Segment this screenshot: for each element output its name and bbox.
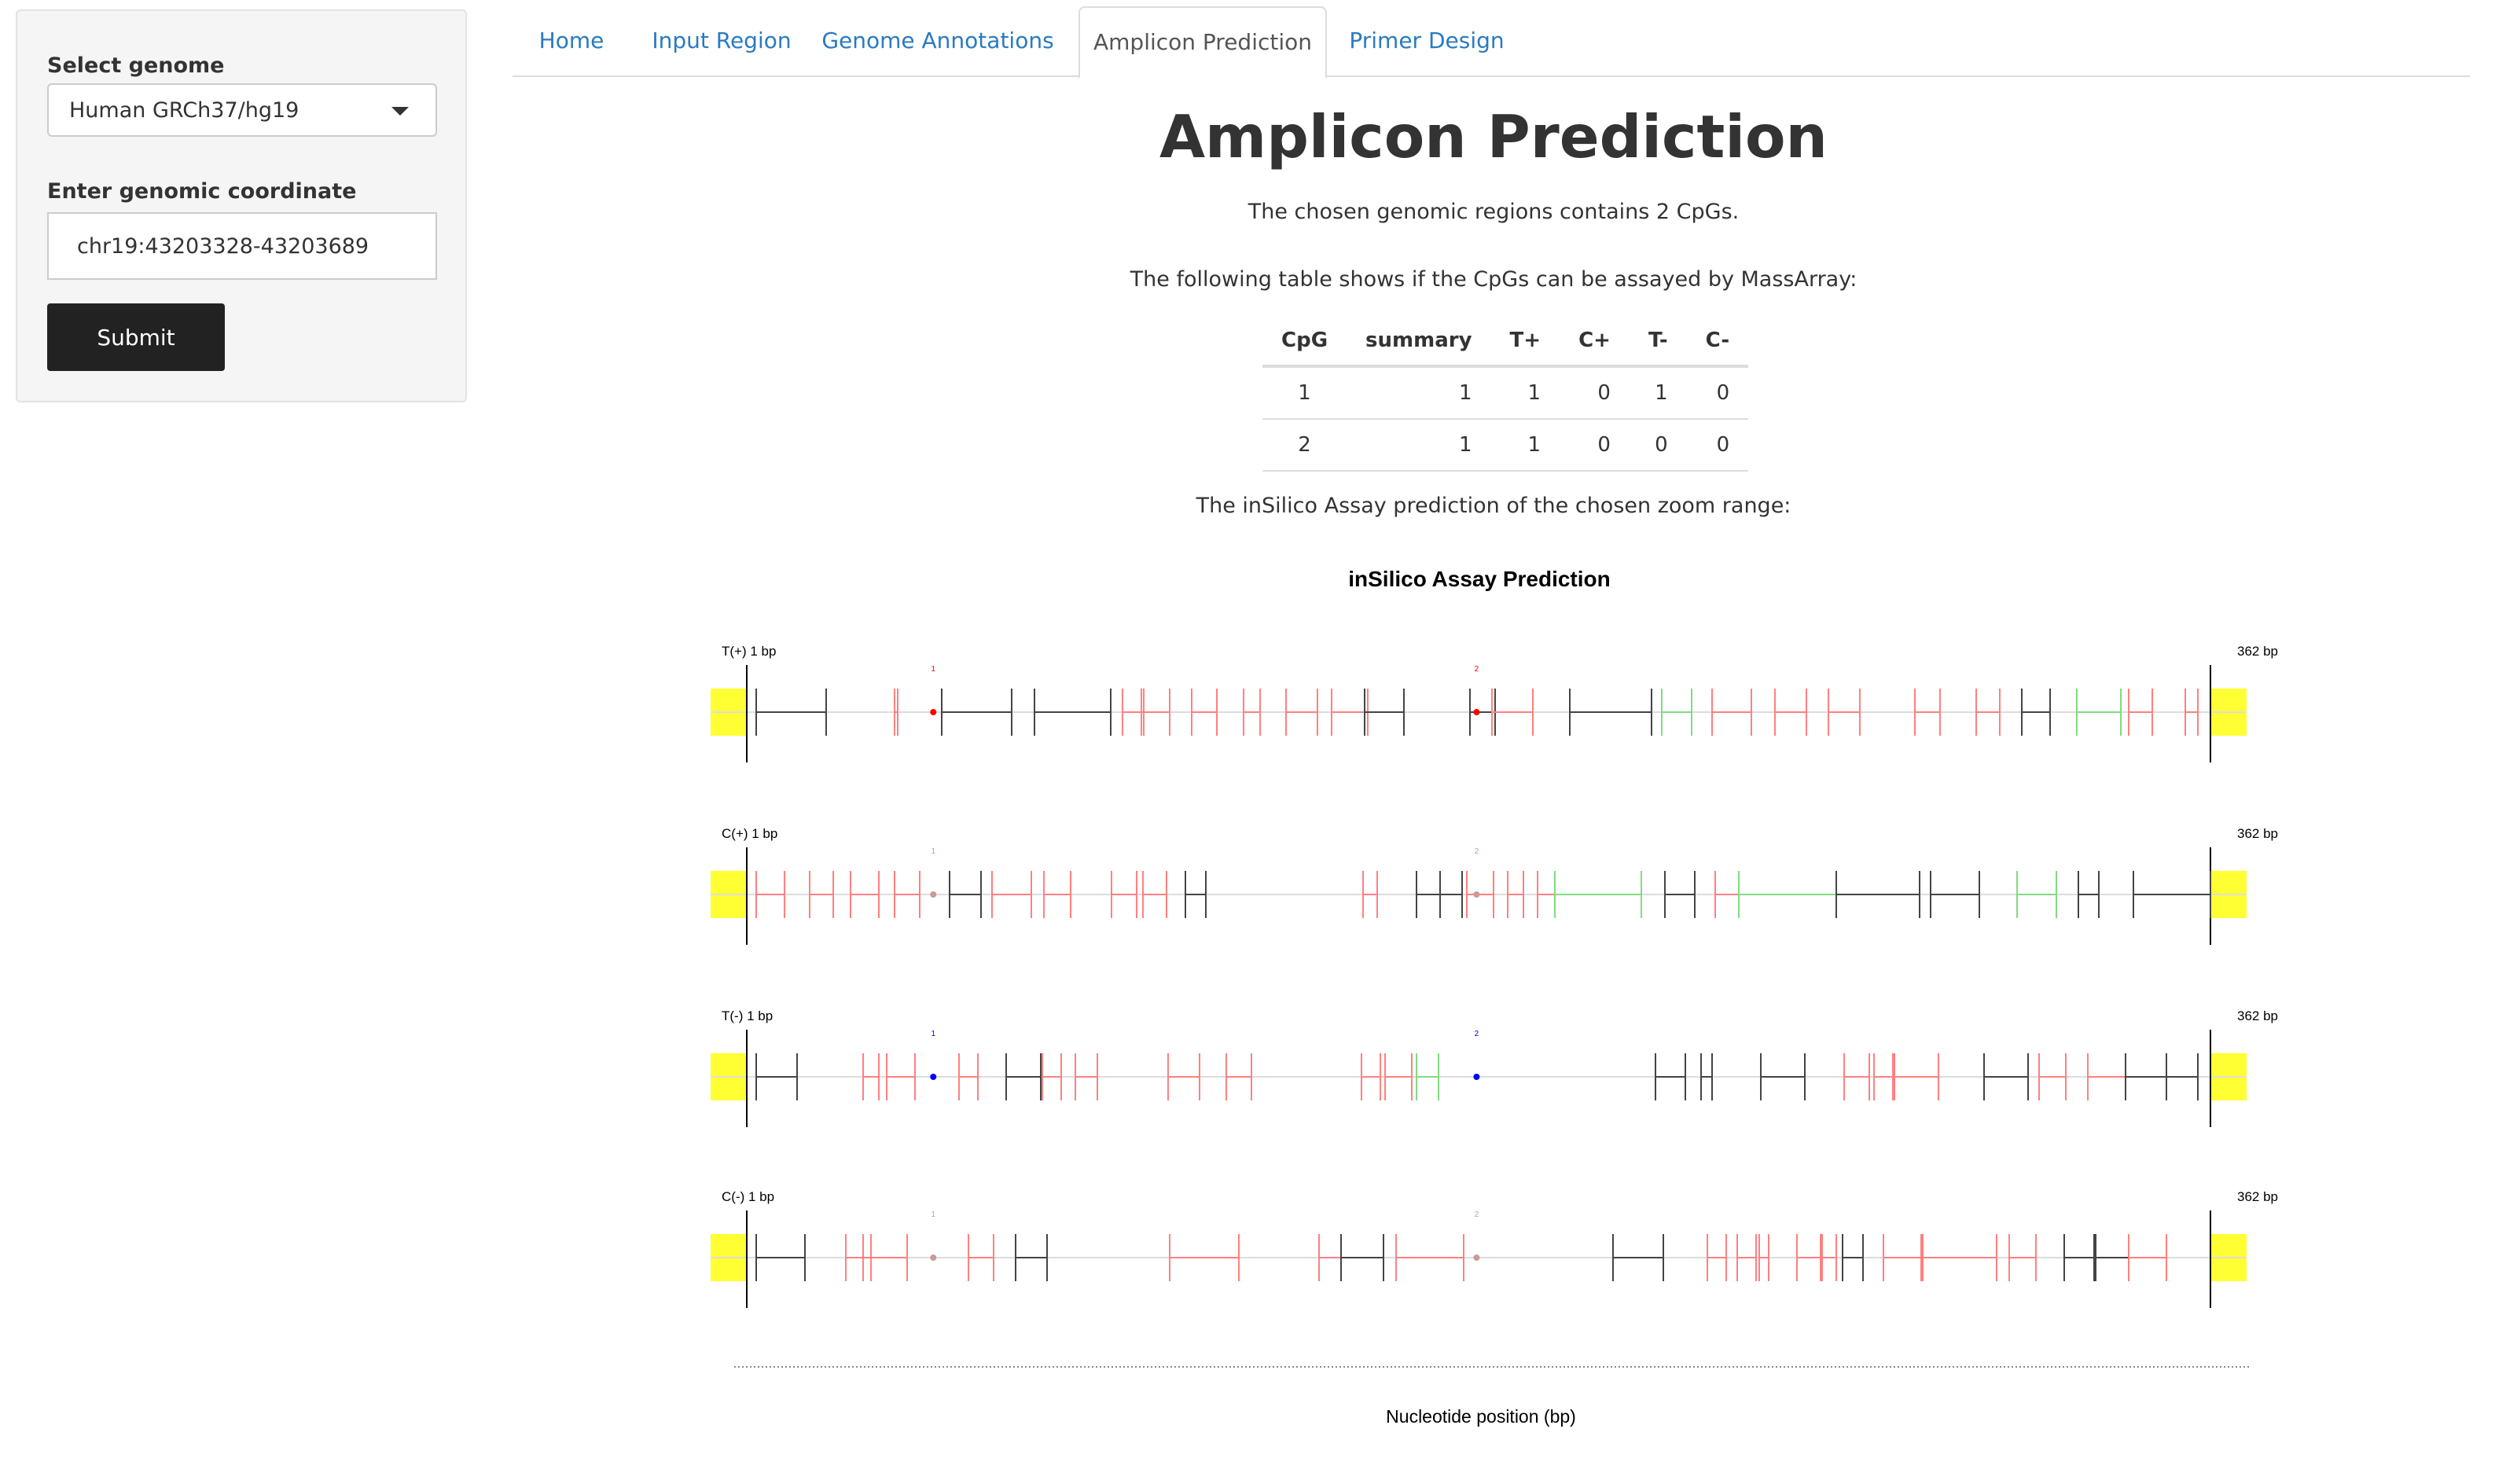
x-axis-label: Nucleotide position (bp)	[1386, 1406, 1576, 1427]
track-end-label: 362 bp	[2237, 1008, 2278, 1023]
table-row: 1 1 1 0 1 0	[1262, 366, 1749, 420]
cpg-label: 2	[1475, 665, 1479, 674]
tab-amplicon-prediction[interactable]: Amplicon Prediction	[1078, 6, 1327, 79]
cpg-table: CpG summary T+ C+ T- C- 1 1 1 0 1 0 2 1 …	[1262, 316, 1749, 472]
cpg-marker	[930, 1074, 937, 1080]
cpg-label: 1	[931, 665, 935, 674]
genome-select-value: Human GRCh37/hg19	[69, 98, 299, 123]
track-label: T(-) 1 bp	[722, 1008, 773, 1023]
page-title: Amplicon Prediction	[1159, 102, 1828, 171]
table-cell: 0	[1560, 366, 1630, 420]
track-end-label: 362 bp	[2237, 826, 2278, 841]
submit-button[interactable]: Submit	[47, 303, 225, 371]
plot-intro-text: The inSilico Assay prediction of the cho…	[1196, 494, 1791, 518]
table-cell: 0	[1686, 366, 1749, 420]
tab-home[interactable]: Home	[538, 28, 604, 53]
tab-bar: Home Input Region Genome Annotations Amp…	[513, 0, 2470, 79]
tab-genome-annotations[interactable]: Genome Annotations	[821, 28, 1054, 53]
cpg-label: 1	[931, 1030, 935, 1038]
track-label: C(-) 1 bp	[722, 1189, 774, 1204]
table-cell: 1	[1490, 419, 1560, 472]
track-end-label: 362 bp	[2237, 1189, 2278, 1204]
cpg-label: 2	[1475, 1030, 1479, 1038]
cpg-label: 1	[931, 847, 935, 856]
cpg-marker	[1473, 891, 1480, 898]
cpg-label: 2	[1475, 847, 1479, 856]
track-label: T(+) 1 bp	[722, 644, 776, 659]
table-cell: 1	[1262, 366, 1347, 420]
table-cell: 1	[1490, 366, 1560, 420]
tab-input-region[interactable]: Input Region	[652, 28, 792, 53]
table-cell: 0	[1629, 419, 1687, 472]
col-header: T+	[1490, 316, 1560, 368]
insilico-assay-plot: inSilico Assay Prediction T(+) 1 bp 362 b…	[711, 567, 2278, 1427]
table-cell: 2	[1262, 419, 1347, 472]
table-intro-text: The following table shows if the CpGs ca…	[1130, 267, 1857, 292]
table-cell: 0	[1686, 419, 1749, 472]
col-header: C+	[1560, 316, 1630, 368]
genome-label: Select genome	[47, 53, 225, 78]
table-cell: 1	[1629, 366, 1687, 420]
table-cell: 0	[1560, 419, 1630, 472]
cpg-label: 1	[931, 1210, 935, 1219]
track-label: C(+) 1 bp	[722, 826, 777, 841]
plot-tracks: T(+) 1 bp 362 bp 1 2 C(+) 1 bp 362 bp 1 2 T(-) 1…	[711, 644, 2278, 1308]
cpg-marker	[1473, 1074, 1480, 1080]
tab-primer-design[interactable]: Primer Design	[1349, 28, 1505, 53]
col-header: CpG	[1262, 316, 1347, 368]
col-header: summary	[1347, 316, 1491, 368]
table-header-row: CpG summary T+ C+ T- C-	[1262, 316, 1749, 368]
sidebar-panel: Select genome Human GRCh37/hg19 Enter ge…	[16, 9, 467, 402]
cpg-label: 2	[1475, 1210, 1479, 1219]
table-cell: 1	[1347, 366, 1491, 420]
track-end-label: 362 bp	[2237, 644, 2278, 659]
table-cell: 1	[1347, 419, 1491, 472]
cpg-summary-text: The chosen genomic regions contains 2 Cp…	[1248, 200, 1740, 224]
cpg-marker	[930, 891, 937, 898]
cpg-marker	[930, 1254, 937, 1261]
cpg-marker	[930, 709, 937, 715]
table-row: 2 1 1 0 0 0	[1262, 419, 1749, 472]
chevron-down-icon	[391, 107, 409, 116]
plot-title: inSilico Assay Prediction	[1348, 567, 1611, 591]
coordinate-input[interactable]	[47, 212, 437, 280]
col-header: C-	[1686, 316, 1749, 368]
cpg-marker	[1473, 709, 1480, 715]
coord-label: Enter genomic coordinate	[47, 179, 357, 204]
col-header: T-	[1629, 316, 1687, 368]
cpg-marker	[1473, 1254, 1480, 1261]
genome-select[interactable]: Human GRCh37/hg19	[47, 83, 437, 137]
